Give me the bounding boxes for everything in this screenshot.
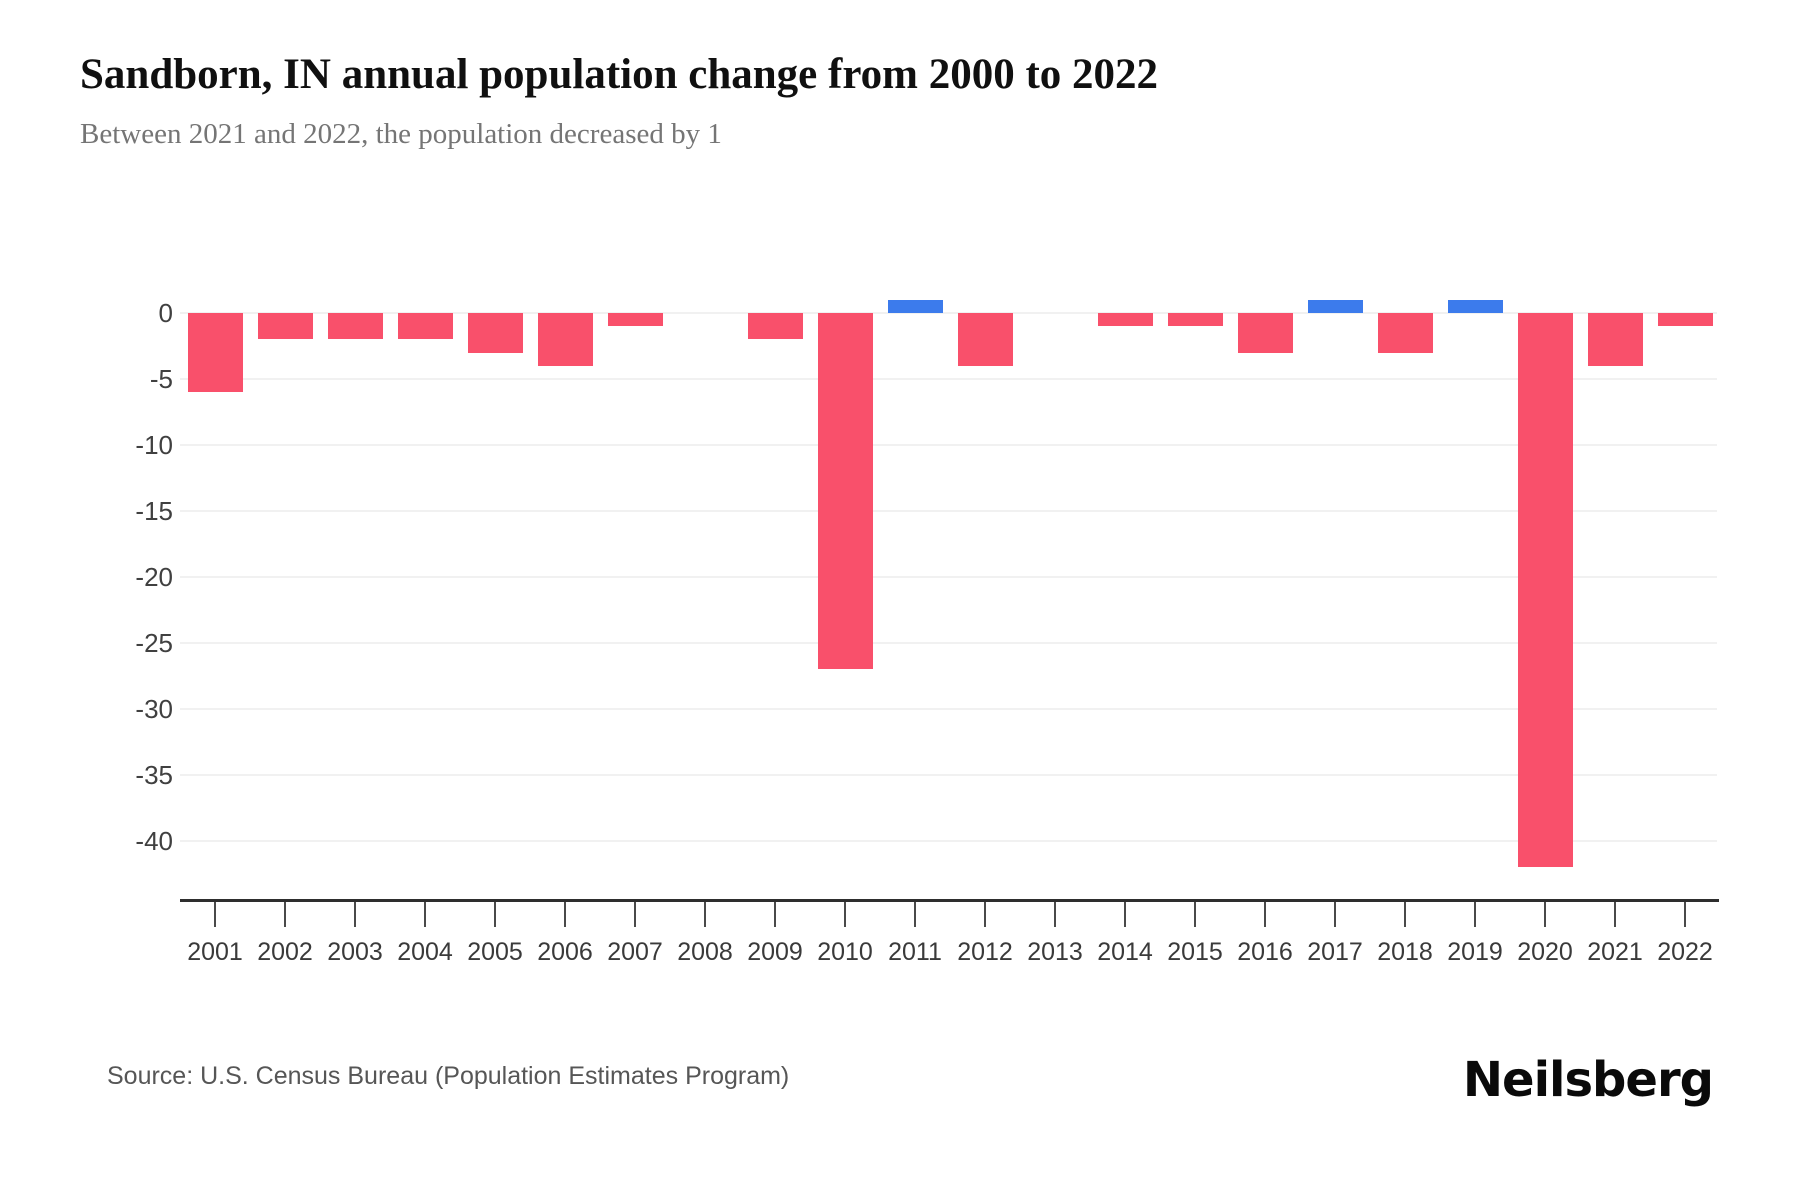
bar-2005[interactable] bbox=[467, 313, 523, 353]
x-axis-label-2014: 2014 bbox=[1097, 938, 1153, 966]
gridline-y-30 bbox=[180, 708, 1717, 710]
bar-2020[interactable] bbox=[1517, 313, 1573, 868]
bar-2004[interactable] bbox=[397, 313, 453, 340]
x-axis-label-2004: 2004 bbox=[397, 938, 453, 966]
x-axis-tick bbox=[284, 899, 286, 927]
bar-2001[interactable] bbox=[187, 313, 243, 393]
chart-title: Sandborn, IN annual population change fr… bbox=[80, 51, 1159, 98]
gridline-y-20 bbox=[180, 576, 1717, 578]
chart-subtitle: Between 2021 and 2022, the population de… bbox=[80, 118, 722, 150]
gridline-y-5 bbox=[180, 378, 1717, 380]
x-axis-tick bbox=[914, 899, 916, 927]
x-axis-tick bbox=[704, 899, 706, 927]
x-axis-label-2017: 2017 bbox=[1307, 938, 1363, 966]
gridline-y-35 bbox=[180, 774, 1717, 776]
x-axis-tick bbox=[844, 899, 846, 927]
x-axis-tick bbox=[1264, 899, 1266, 927]
x-axis-tick bbox=[1334, 899, 1336, 927]
gridline-y-15 bbox=[180, 510, 1717, 512]
x-axis-label-2005: 2005 bbox=[467, 938, 523, 966]
gridline-y-25 bbox=[180, 642, 1717, 644]
x-axis-tick bbox=[1474, 899, 1476, 927]
x-axis-tick bbox=[774, 899, 776, 927]
x-axis-tick bbox=[1124, 899, 1126, 927]
x-axis-label-2010: 2010 bbox=[817, 938, 873, 966]
x-axis-label-2021: 2021 bbox=[1587, 938, 1643, 966]
x-axis-tick bbox=[1404, 899, 1406, 927]
x-axis-tick bbox=[1544, 899, 1546, 927]
bar-2022[interactable] bbox=[1657, 313, 1713, 327]
x-axis-label-2003: 2003 bbox=[327, 938, 383, 966]
x-axis-label-2013: 2013 bbox=[1027, 938, 1083, 966]
x-axis-label-2008: 2008 bbox=[677, 938, 733, 966]
bar-2006[interactable] bbox=[537, 313, 593, 366]
x-axis-tick bbox=[354, 899, 356, 927]
x-axis-tick bbox=[564, 899, 566, 927]
bar-2021[interactable] bbox=[1587, 313, 1643, 366]
bar-2011[interactable] bbox=[887, 299, 943, 313]
bar-2018[interactable] bbox=[1377, 313, 1433, 353]
bar-2003[interactable] bbox=[327, 313, 383, 340]
y-axis-label: 0 bbox=[158, 298, 173, 328]
y-axis-label: -25 bbox=[135, 628, 173, 658]
x-axis-tick bbox=[1054, 899, 1056, 927]
x-axis-label-2012: 2012 bbox=[957, 938, 1013, 966]
y-axis-label: -30 bbox=[135, 694, 173, 724]
y-axis-label: -20 bbox=[135, 562, 173, 592]
x-axis-label-2020: 2020 bbox=[1517, 938, 1573, 966]
y-axis-label: -35 bbox=[135, 760, 173, 790]
x-axis-tick bbox=[1684, 899, 1686, 927]
bar-2007[interactable] bbox=[607, 313, 663, 327]
bar-2014[interactable] bbox=[1097, 313, 1153, 327]
x-axis-label-2009: 2009 bbox=[747, 938, 803, 966]
x-axis-tick bbox=[634, 899, 636, 927]
x-axis-label-2018: 2018 bbox=[1377, 938, 1433, 966]
x-axis-label-2001: 2001 bbox=[187, 938, 243, 966]
x-axis-label-2011: 2011 bbox=[888, 938, 942, 966]
x-axis-tick bbox=[984, 899, 986, 927]
x-axis-label-2015: 2015 bbox=[1167, 938, 1223, 966]
y-axis-label: -40 bbox=[135, 826, 173, 856]
gridline-y0 bbox=[180, 312, 1717, 314]
source-note: Source: U.S. Census Bureau (Population E… bbox=[107, 1062, 790, 1090]
brand-logo: Neilsberg bbox=[1462, 1052, 1714, 1108]
x-axis-label-2022: 2022 bbox=[1657, 938, 1713, 966]
bar-2015[interactable] bbox=[1167, 313, 1223, 327]
x-axis-line bbox=[180, 899, 1719, 902]
x-axis-label-2016: 2016 bbox=[1237, 938, 1293, 966]
gridline-y-10 bbox=[180, 444, 1717, 446]
y-axis-label: -15 bbox=[135, 496, 173, 526]
x-axis-tick bbox=[1614, 899, 1616, 927]
bar-2019[interactable] bbox=[1447, 299, 1503, 313]
x-axis-tick bbox=[494, 899, 496, 927]
y-axis-label: -5 bbox=[149, 364, 173, 394]
x-axis-tick bbox=[214, 899, 216, 927]
bar-2016[interactable] bbox=[1237, 313, 1293, 353]
x-axis-label-2006: 2006 bbox=[537, 938, 593, 966]
x-axis-label-2007: 2007 bbox=[607, 938, 663, 966]
y-axis-label: -10 bbox=[135, 430, 173, 460]
bar-2012[interactable] bbox=[957, 313, 1013, 366]
bar-2010[interactable] bbox=[817, 313, 873, 670]
bar-2002[interactable] bbox=[257, 313, 313, 340]
x-axis-label-2002: 2002 bbox=[257, 938, 313, 966]
bar-2009[interactable] bbox=[747, 313, 803, 340]
x-axis-label-2019: 2019 bbox=[1447, 938, 1503, 966]
bar-2017[interactable] bbox=[1307, 299, 1363, 313]
x-axis-tick bbox=[1194, 899, 1196, 927]
bar-chart: 0 -5 -10 -15 -20 -25 -30 -35 -40 2001 2002 2003 2004… bbox=[135, 298, 1719, 966]
gridline-y-40 bbox=[180, 840, 1717, 842]
x-axis-tick bbox=[424, 899, 426, 927]
